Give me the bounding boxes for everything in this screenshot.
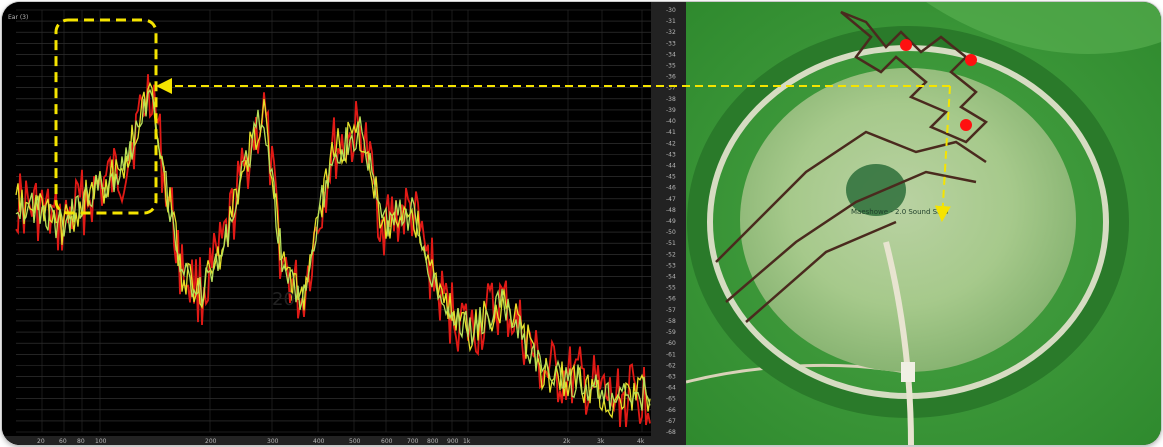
y-tick-label: -51 <box>666 240 676 247</box>
aerial-annotation: Maeshowe - 2.0 Sound Sato <box>851 208 948 216</box>
entrance-structure <box>901 362 915 382</box>
x-tick-label: 300 <box>267 438 279 445</box>
spectrum-plot: Ear (3) 20 -30-31-32-33-34-35-36-37-38-3… <box>2 2 686 445</box>
y-tick-label: -65 <box>666 396 676 403</box>
y-tick-label: -55 <box>666 285 676 292</box>
y-tick-label: -39 <box>666 107 676 114</box>
y-tick-label: -37 <box>666 85 676 92</box>
y-tick-label: -40 <box>666 118 676 125</box>
y-tick-label: -49 <box>666 218 676 225</box>
y-tick-label: -64 <box>666 385 676 392</box>
y-tick-label: -53 <box>666 262 676 269</box>
y-tick-label: -56 <box>666 296 676 303</box>
x-tick-label: 100 <box>95 438 107 445</box>
x-tick-label: 4k <box>637 438 645 445</box>
x-tick-label: 700 <box>407 438 419 445</box>
y-tick-label: -30 <box>666 7 676 14</box>
y-axis-ticks: -30 -31 -32 -33 -34 -35 -36 -37 -38 -39 -40 -41 -42 -… <box>666 7 676 436</box>
y-tick-label: -57 <box>666 307 676 314</box>
y-tick-label: -50 <box>666 229 676 236</box>
corner-label: Ear (3) <box>8 14 28 21</box>
x-tick-label: 1k <box>463 438 471 445</box>
marker-2 <box>965 54 977 66</box>
y-tick-label: -61 <box>666 351 676 358</box>
y-tick-label: -41 <box>666 129 676 136</box>
spectrum-analyzer-panel: Ear (3) 20 -30 -31 -32 -33 -34 -35 -36 -37 -38 -3… <box>2 2 686 445</box>
x-tick-label: 80 <box>77 438 85 445</box>
mound-hollow <box>846 164 906 216</box>
aerial-photo: Maeshowe - 2.0 Sound Sato <box>686 2 1161 445</box>
y-tick-label: -59 <box>666 329 676 336</box>
aerial-photo-panel: Maeshowe - 2.0 Sound Sato <box>686 2 1161 445</box>
x-tick-label: 600 <box>381 438 393 445</box>
y-tick-label: -58 <box>666 318 676 325</box>
y-tick-label: -47 <box>666 196 676 203</box>
x-axis-ticks: 20 60 80 100 200 300 400 500 600 700 800 900 1k 2k 3k 4… <box>37 438 645 445</box>
y-tick-label: -44 <box>666 162 676 169</box>
x-tick-label: 2k <box>563 438 571 445</box>
entrance-path <box>883 241 914 445</box>
y-tick-label: -52 <box>666 251 676 258</box>
y-tick-label: -60 <box>666 340 676 347</box>
x-tick-label: 20 <box>37 438 45 445</box>
y-tick-label: -35 <box>666 63 676 70</box>
marker-3 <box>960 119 972 131</box>
x-tick-label: 800 <box>427 438 439 445</box>
y-tick-label: -32 <box>666 29 676 36</box>
x-tick-label: 3k <box>597 438 605 445</box>
y-tick-label: -48 <box>666 207 676 214</box>
x-tick-label: 900 <box>447 438 459 445</box>
y-tick-label: -33 <box>666 40 676 47</box>
y-tick-label: -54 <box>666 274 676 281</box>
y-tick-label: -31 <box>666 18 676 25</box>
center-label: 20 <box>272 289 295 310</box>
x-tick-label: 200 <box>205 438 217 445</box>
y-tick-label: -43 <box>666 151 676 158</box>
y-tick-label: -36 <box>666 74 676 81</box>
x-tick-label: 400 <box>313 438 325 445</box>
y-tick-label: -63 <box>666 373 676 380</box>
x-tick-label: 60 <box>59 438 67 445</box>
x-tick-label: 500 <box>349 438 361 445</box>
y-tick-label: -67 <box>666 418 676 425</box>
marker-1 <box>900 39 912 51</box>
y-tick-label: -62 <box>666 362 676 369</box>
y-tick-label: -68 <box>666 429 676 436</box>
y-tick-label: -34 <box>666 51 676 58</box>
y-tick-label: -46 <box>666 185 676 192</box>
y-tick-label: -66 <box>666 407 676 414</box>
y-tick-label: -38 <box>666 96 676 103</box>
y-tick-label: -45 <box>666 174 676 181</box>
y-tick-label: -42 <box>666 140 676 147</box>
chambered-mound <box>740 68 1076 372</box>
